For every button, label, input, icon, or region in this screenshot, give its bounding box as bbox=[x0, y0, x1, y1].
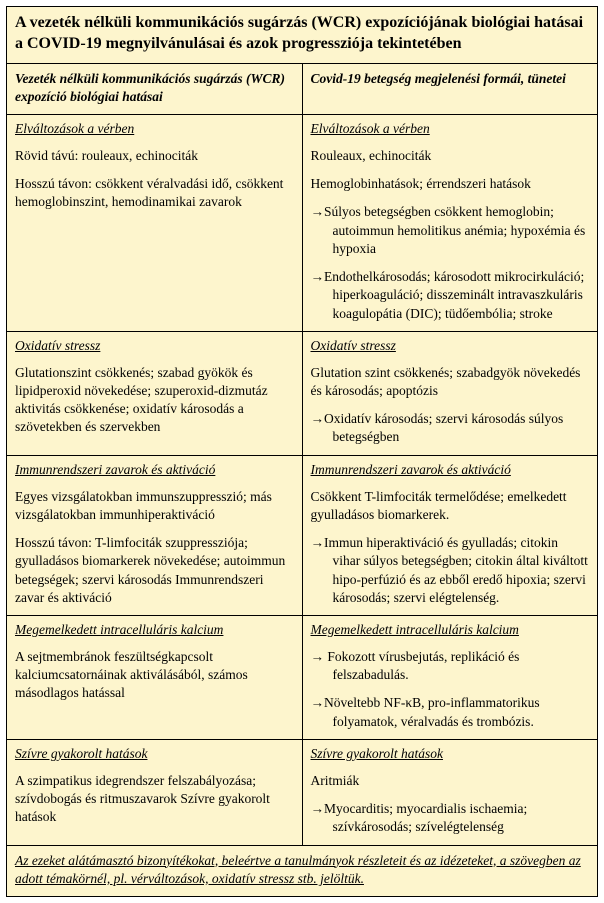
table-cell-left: Oxidatív stressz Glutationszint csökkenés… bbox=[7, 331, 303, 455]
arrow-paragraph: →Oxidatív károsodás; szervi károsodás sú… bbox=[311, 410, 590, 446]
arrow-paragraph: →Myocarditis; myocardialis ischaemia; sz… bbox=[311, 800, 590, 836]
column-header-right: Covid-19 betegség megjelenési formái, tü… bbox=[302, 63, 598, 114]
table-row: Oxidatív stressz Glutationszint csökkenés… bbox=[7, 331, 598, 455]
arrow-paragraph: →Súlyos betegségben csökkent hemoglobin;… bbox=[311, 203, 590, 258]
table-cell-right: Megemelkedett intracelluláris kalcium → F… bbox=[302, 615, 598, 739]
paragraph: A szimpatikus idegrendszer felszabályozá… bbox=[15, 772, 294, 827]
table-row: Elváltozások a vérben Rövid távú: rouleau… bbox=[7, 115, 598, 332]
paragraph: A sejtmembránok feszültségkapcsolt kalci… bbox=[15, 648, 294, 703]
table-cell-left: Elváltozások a vérben Rövid távú: rouleau… bbox=[7, 115, 303, 332]
paragraph: Rövid távú: rouleaux, echinociták bbox=[15, 147, 294, 165]
table-row: Szívre gyakorolt hatások A szimpatikus id… bbox=[7, 739, 598, 845]
table-cell-right: Immunrendszeri zavarok és aktiváció Csökk… bbox=[302, 455, 598, 615]
table-footer: Az ezeket alátámasztó bizonyítékokat, be… bbox=[7, 845, 598, 896]
arrow-paragraph: →Immun hiperaktiváció és gyulladás; cito… bbox=[311, 534, 590, 607]
table-cell-left: Megemelkedett intracelluláris kalcium A s… bbox=[7, 615, 303, 739]
table-cell-right: Oxidatív stressz Glutation szint csökkené… bbox=[302, 331, 598, 455]
table-cell-right: Szívre gyakorolt hatások Aritmiák →Myocard… bbox=[302, 739, 598, 845]
section-heading: Oxidatív stressz bbox=[15, 338, 294, 354]
section-heading: Megemelkedett intracelluláris kalcium bbox=[311, 622, 590, 638]
arrow-paragraph: → Fokozott vírusbejutás, replikáció és f… bbox=[311, 648, 590, 684]
section-heading: Oxidatív stressz bbox=[311, 338, 590, 354]
table-cell-left: Immunrendszeri zavarok és aktiváció Egyes… bbox=[7, 455, 303, 615]
document-page: A vezeték nélküli kommunikációs sugárzás… bbox=[0, 0, 604, 903]
table-row: Immunrendszeri zavarok és aktiváció Egyes… bbox=[7, 455, 598, 615]
section-heading: Elváltozások a vérben bbox=[15, 121, 294, 137]
section-heading: Elváltozások a vérben bbox=[311, 121, 590, 137]
section-heading: Szívre gyakorolt hatások bbox=[15, 746, 294, 762]
paragraph: Glutation szint csökkenés; szabadgyök nö… bbox=[311, 364, 590, 400]
paragraph: Rouleaux, echinociták bbox=[311, 147, 590, 165]
table-row: Megemelkedett intracelluláris kalcium A s… bbox=[7, 615, 598, 739]
paragraph: Glutationszint csökkenés; szabad gyökök … bbox=[15, 364, 294, 437]
arrow-paragraph: →Endothelkárosodás; károsodott mikrocirk… bbox=[311, 268, 590, 323]
paragraph: Hosszú távon: csökkent véralvadási idő, … bbox=[15, 175, 294, 211]
paragraph: Hemoglobinhatások; érrendszeri hatások bbox=[311, 175, 590, 193]
section-heading: Immunrendszeri zavarok és aktiváció bbox=[15, 462, 294, 478]
section-heading: Immunrendszeri zavarok és aktiváció bbox=[311, 462, 590, 478]
table-cell-right: Elváltozások a vérben Rouleaux, echinocit… bbox=[302, 115, 598, 332]
section-heading: Megemelkedett intracelluláris kalcium bbox=[15, 622, 294, 638]
paragraph: Egyes vizsgálatokban immunszuppresszió; … bbox=[15, 488, 294, 524]
paragraph: Csökkent T-limfociták termelődése; emelk… bbox=[311, 488, 590, 524]
table-cell-left: Szívre gyakorolt hatások A szimpatikus id… bbox=[7, 739, 303, 845]
paragraph: Hosszú távon: T-limfociták szuppressziój… bbox=[15, 534, 294, 607]
column-header-left: Vezeték nélküli kommunikációs sugárzás (… bbox=[7, 63, 303, 114]
section-heading: Szívre gyakorolt hatások bbox=[311, 746, 590, 762]
arrow-paragraph: →Növeltebb NF-κB, pro-inflammatorikus fo… bbox=[311, 694, 590, 730]
comparison-table: A vezeték nélküli kommunikációs sugárzás… bbox=[6, 6, 598, 897]
table-title: A vezeték nélküli kommunikációs sugárzás… bbox=[7, 7, 598, 64]
paragraph: Aritmiák bbox=[311, 772, 590, 790]
